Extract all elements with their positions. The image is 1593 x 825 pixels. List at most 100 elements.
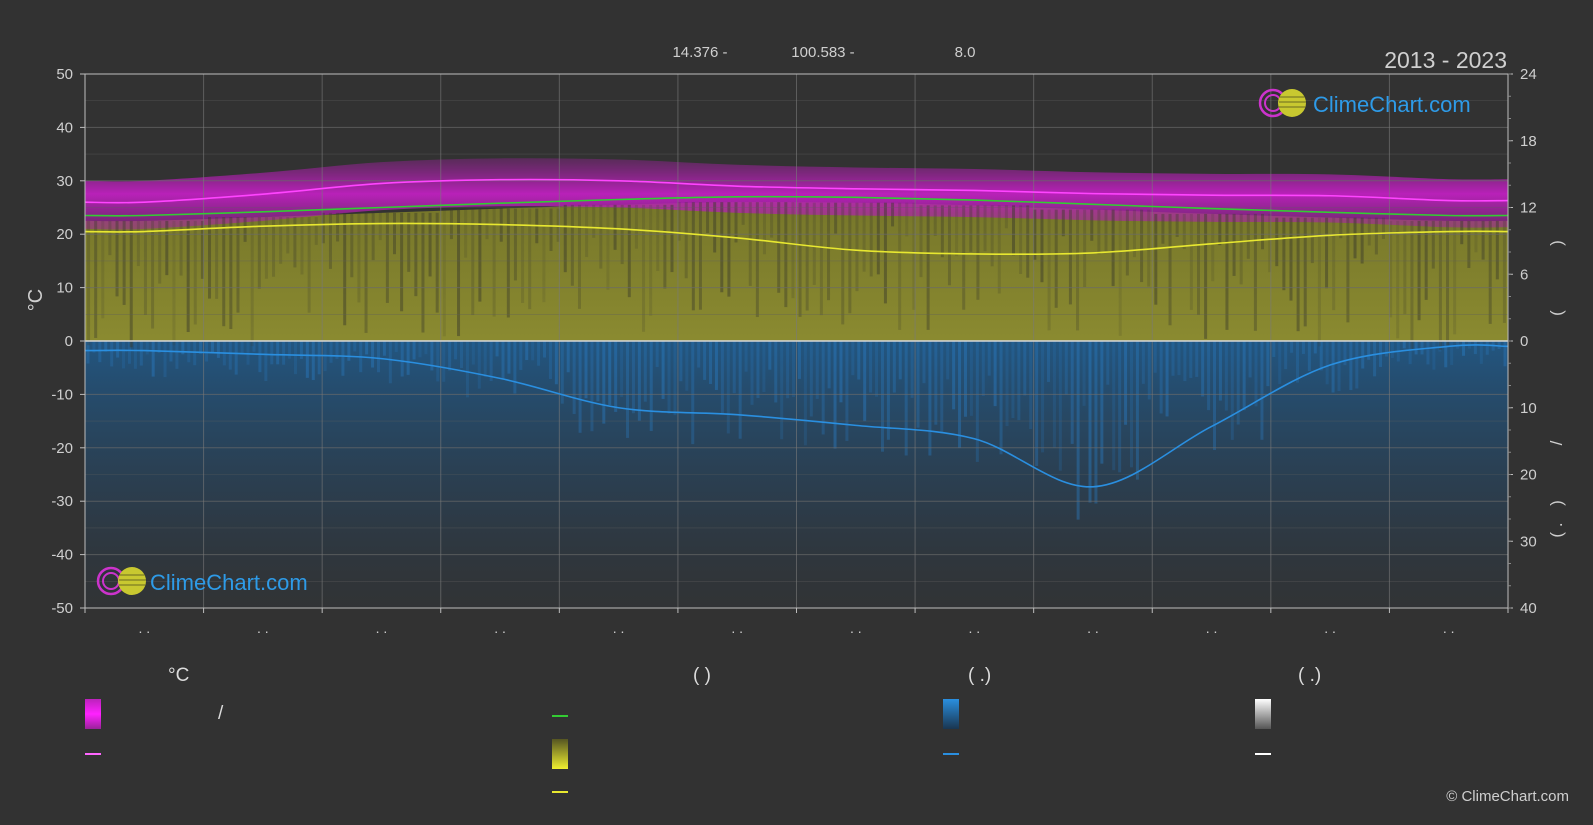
precipitation-bar bbox=[1082, 341, 1086, 406]
precipitation-bar bbox=[1058, 341, 1062, 471]
precipitation-bar bbox=[258, 341, 262, 373]
sunshine-bar bbox=[926, 205, 930, 330]
y-tick-label-right: 24 bbox=[1520, 66, 1537, 83]
sunshine-bar bbox=[1346, 217, 1350, 323]
precipitation-bar bbox=[940, 341, 944, 434]
precipitation-bar bbox=[1094, 341, 1098, 504]
precipitation-bar bbox=[709, 341, 713, 384]
sunshine-bar bbox=[1438, 220, 1442, 350]
sunshine-bar bbox=[997, 205, 1001, 294]
precipitation-bar bbox=[234, 341, 238, 375]
sunshine-bar bbox=[172, 220, 176, 346]
precipitation-bar bbox=[1313, 341, 1317, 354]
precipitation-bar bbox=[916, 341, 920, 428]
precipitation-bar bbox=[869, 341, 873, 393]
legend-rain-fill-swatch bbox=[943, 699, 959, 729]
right-axis-glyph-5: ( . bbox=[1547, 522, 1566, 537]
precipitation-bar bbox=[1497, 341, 1501, 350]
precipitation-bar bbox=[880, 341, 884, 452]
precipitation-bar bbox=[1319, 341, 1323, 371]
precipitation-bar bbox=[1402, 341, 1406, 349]
precipitation-bar bbox=[928, 341, 932, 456]
y-tick-label-right: 20 bbox=[1520, 467, 1537, 484]
precipitation-bar bbox=[329, 341, 333, 363]
precipitation-bar bbox=[1485, 341, 1489, 355]
sunshine-bar bbox=[1396, 220, 1400, 339]
sunshine-bar bbox=[684, 202, 688, 279]
precipitation-bar bbox=[1296, 341, 1300, 383]
precipitation-bar bbox=[1462, 341, 1466, 356]
precipitation-bar bbox=[525, 341, 529, 361]
sunshine-bar bbox=[634, 204, 638, 249]
grid bbox=[84, 73, 1509, 609]
precipitation-bar bbox=[596, 341, 600, 402]
precipitation-bar bbox=[1414, 341, 1418, 355]
sunshine-bar bbox=[222, 217, 226, 327]
sunshine-bar bbox=[279, 217, 283, 264]
sunshine-bar bbox=[1253, 213, 1257, 331]
logo-top[interactable]: ClimeChart.com bbox=[1258, 88, 1471, 118]
sunshine-bar bbox=[1140, 209, 1144, 283]
y-tick-label-left: -50 bbox=[51, 600, 73, 617]
precipitation-bar bbox=[240, 341, 244, 355]
logo-bottom[interactable]: ClimeChart.com bbox=[96, 566, 308, 596]
precipitation-bar bbox=[602, 341, 606, 424]
precipitation-bar bbox=[1029, 341, 1033, 430]
precipitation-bar bbox=[614, 341, 618, 412]
sunshine-bar bbox=[1261, 213, 1265, 250]
precipitation-bar bbox=[886, 341, 890, 440]
precipitation-bar bbox=[1248, 341, 1252, 378]
right-axis-glyph-3: / bbox=[1547, 440, 1566, 445]
precipitation-bar bbox=[608, 341, 612, 405]
precipitation-bar bbox=[1426, 341, 1430, 365]
precipitation-bar bbox=[560, 341, 564, 404]
precipitation-bar bbox=[1153, 341, 1157, 373]
sunshine-bar bbox=[414, 212, 418, 297]
precipitation-bar bbox=[293, 341, 297, 375]
series-line-sunshine bbox=[84, 222, 1509, 256]
precipitation-bar bbox=[1118, 341, 1122, 473]
sunshine-bar bbox=[1332, 217, 1336, 311]
precipitation-bar bbox=[1272, 341, 1276, 358]
precipitation-bar bbox=[1479, 341, 1483, 364]
precipitation-bar bbox=[975, 341, 979, 462]
sunshine-bar bbox=[314, 217, 318, 245]
sunshine-bar bbox=[293, 217, 297, 268]
sunshine-bar bbox=[1268, 213, 1272, 273]
sunshine-bar bbox=[343, 212, 347, 326]
precipitation-bar bbox=[288, 341, 292, 359]
y-tick-label-left: 0 bbox=[65, 333, 73, 350]
sunshine-bar bbox=[940, 205, 944, 258]
precipitation-bar bbox=[857, 341, 861, 380]
sunshine-bar bbox=[442, 208, 446, 337]
sunshine-bar bbox=[834, 202, 838, 234]
precipitation-bar bbox=[685, 341, 689, 391]
sunshine-bar bbox=[677, 202, 681, 241]
precipitation-bar bbox=[1367, 341, 1371, 360]
sunshine-bar bbox=[200, 220, 204, 279]
precipitation-bar bbox=[981, 341, 985, 396]
precipitation-bar bbox=[1213, 341, 1217, 451]
precipitation-bar bbox=[127, 341, 131, 364]
precipitation-bar bbox=[661, 341, 665, 399]
sunshine-bar bbox=[791, 202, 795, 299]
sunshine-bar bbox=[805, 202, 809, 311]
precipitation-bar bbox=[495, 341, 499, 357]
precipitation-bar bbox=[418, 341, 422, 358]
precipitation-bar bbox=[1420, 341, 1424, 355]
precipitation-bar bbox=[116, 341, 120, 358]
x-tick-label: . . bbox=[850, 620, 862, 636]
sunshine-bar bbox=[435, 212, 439, 313]
latitude-label: 14.376 - bbox=[672, 44, 727, 61]
precipitation-bar bbox=[270, 341, 274, 365]
sunshine-bar bbox=[1125, 209, 1129, 276]
precipitation-bar bbox=[803, 341, 807, 446]
sunshine-bar bbox=[1310, 217, 1314, 264]
y-tick-label-right: 10 bbox=[1520, 400, 1537, 417]
sunshine-bar bbox=[990, 205, 994, 267]
sunshine-bar bbox=[1004, 205, 1008, 229]
x-axis-ticks: . . . . . . . . . . . . . . . . . . . . . . . . bbox=[84, 608, 1509, 636]
sunshine-bar bbox=[1189, 213, 1193, 310]
sunshine-bar bbox=[741, 202, 745, 225]
sunshine-bar bbox=[492, 208, 496, 317]
